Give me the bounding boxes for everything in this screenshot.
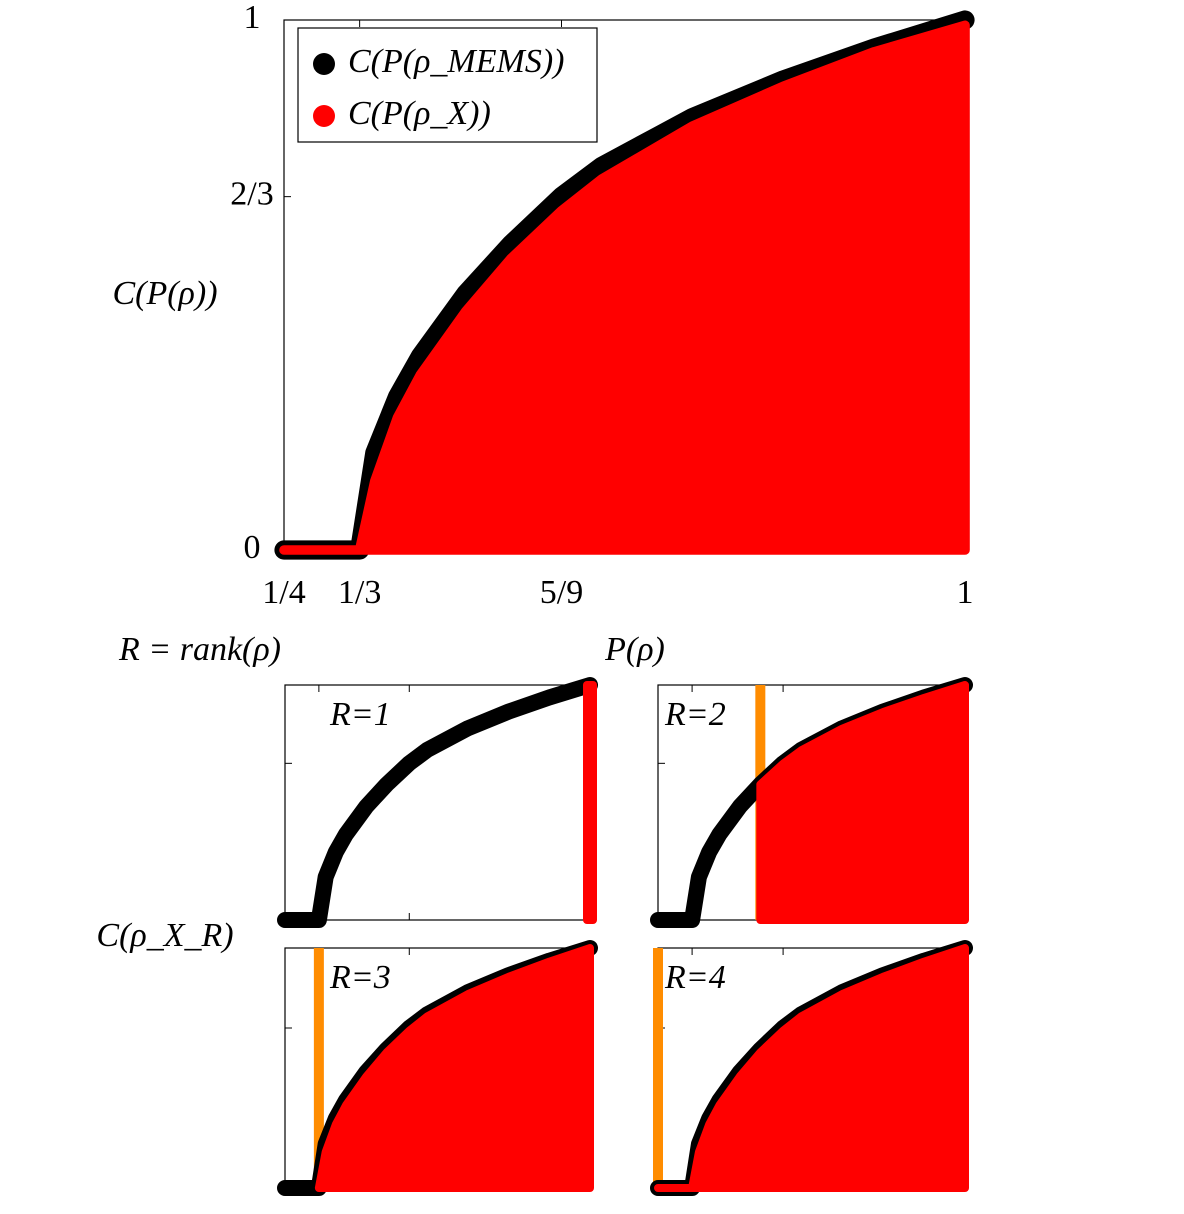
x-tick-label: 5/9 [540, 574, 583, 611]
x-tick-label: 1 [957, 574, 974, 611]
subplot-title: R=3 [329, 959, 391, 996]
x-tick-label: 1/3 [338, 574, 381, 611]
legend-label: C(P(ρ_X)) [348, 95, 491, 132]
y-tick-label: 0 [244, 529, 261, 566]
subplot-title: R=4 [664, 959, 726, 996]
mems-curve [277, 677, 598, 928]
legend-label: C(P(ρ_MEMS)) [348, 43, 564, 80]
state-region [654, 944, 969, 1192]
annotation: R = rank(ρ) [118, 631, 281, 668]
subplots-y-label: C(ρ_X_R) [96, 917, 233, 954]
state-region [756, 681, 969, 924]
state-region [279, 20, 970, 555]
legend-marker [313, 53, 335, 75]
mems-curve [274, 10, 975, 560]
state-region [314, 944, 594, 1192]
y-tick-label: 2/3 [230, 175, 273, 212]
threshold-bar [653, 948, 663, 1188]
legend-marker [313, 105, 335, 127]
subplot-title: R=1 [329, 696, 391, 733]
x-tick-label: 1/4 [262, 574, 305, 611]
x-axis-label: P(ρ) [604, 631, 665, 668]
y-axis-label: C(P(ρ)) [112, 275, 217, 312]
y-tick-label: 1 [244, 0, 261, 36]
threshold-bar [313, 948, 324, 1188]
state-region [583, 681, 597, 924]
legend-box [297, 27, 598, 143]
subplot-title: R=2 [664, 696, 726, 733]
